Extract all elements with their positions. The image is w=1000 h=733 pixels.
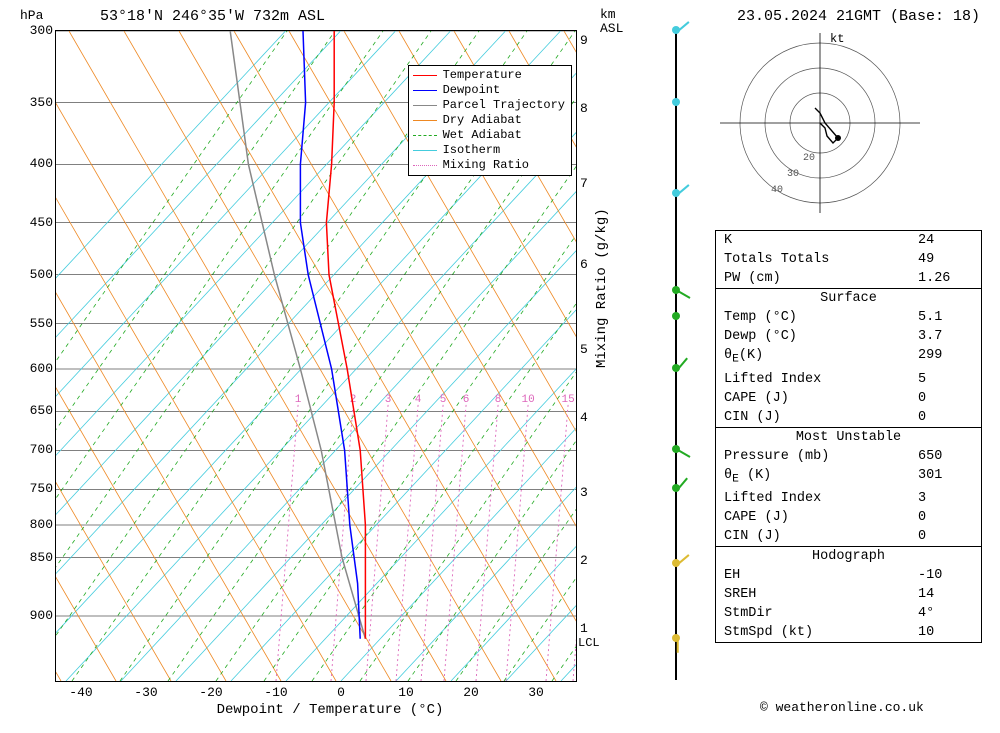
y-left-ticks: 300350400450500550600650700750800850900 <box>18 30 53 680</box>
svg-text:40: 40 <box>771 185 783 196</box>
timestamp-title: 23.05.2024 21GMT (Base: 18) <box>737 8 980 25</box>
svg-text:3: 3 <box>385 394 392 406</box>
lcl-label: LCL <box>578 636 600 650</box>
legend: TemperatureDewpointParcel TrajectoryDry … <box>408 65 572 176</box>
location-title: 53°18'N 246°35'W 732m ASL <box>100 8 325 25</box>
skewt-chart: 123456810152025 TemperatureDewpointParce… <box>55 30 577 682</box>
mixing-ratio-axis-label: Mixing Ratio (g/kg) <box>594 208 610 368</box>
svg-text:30: 30 <box>787 169 799 180</box>
svg-text:15: 15 <box>561 394 574 406</box>
svg-text:5: 5 <box>440 394 447 406</box>
y-left-axis-label: hPa <box>20 8 43 23</box>
svg-text:1: 1 <box>295 394 302 406</box>
svg-text:4: 4 <box>415 394 422 406</box>
y-right-axis-label: km ASL <box>600 8 623 36</box>
hodograph: 20 30 40 <box>715 28 925 218</box>
svg-text:20: 20 <box>803 153 815 164</box>
copyright: © weatheronline.co.uk <box>760 700 924 715</box>
svg-text:6: 6 <box>463 394 470 406</box>
svg-text:10: 10 <box>521 394 534 406</box>
svg-text:8: 8 <box>495 394 502 406</box>
indices-table: K24Totals Totals49PW (cm)1.26SurfaceTemp… <box>715 230 982 643</box>
x-axis-label: Dewpoint / Temperature (°C) <box>200 702 460 718</box>
wind-barb-axis <box>675 30 677 680</box>
